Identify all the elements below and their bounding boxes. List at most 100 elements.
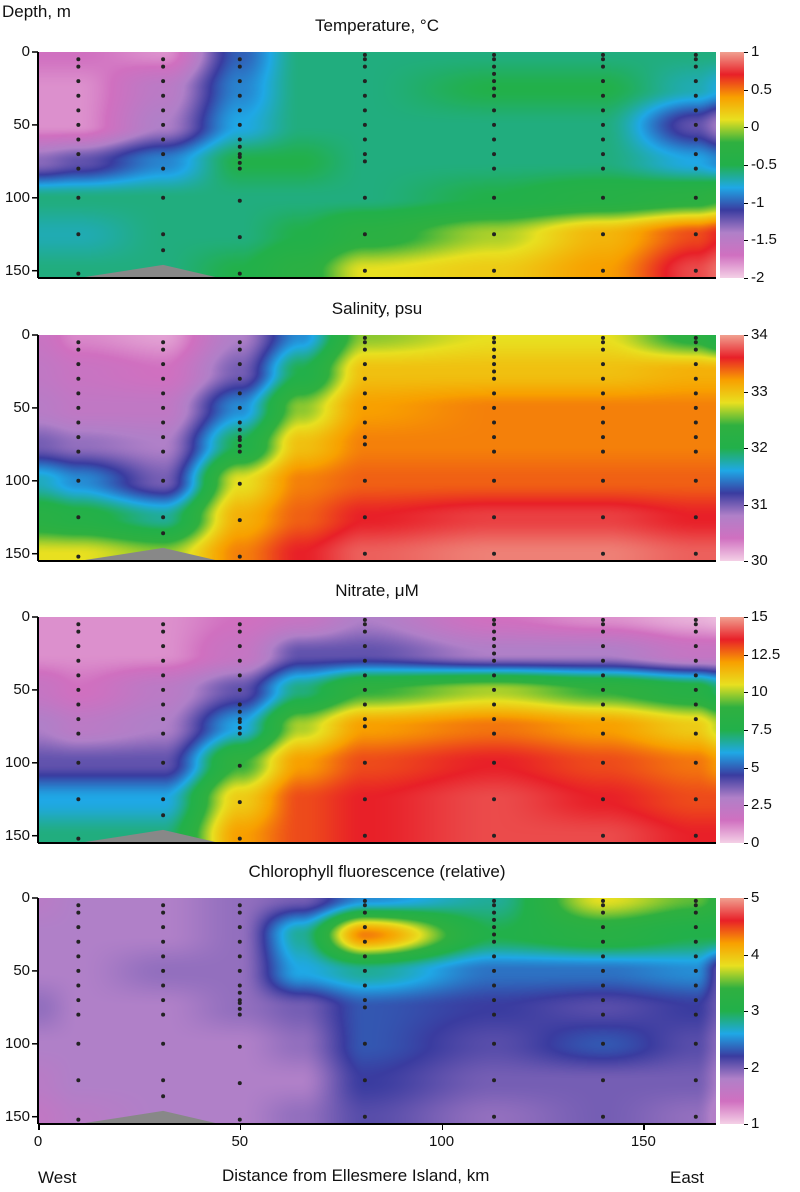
station-sample-dot <box>161 998 166 1003</box>
station-sample-dot <box>362 391 367 396</box>
station-sample-dot <box>362 998 367 1003</box>
station-sample-dot <box>601 137 605 142</box>
y-tick-label: 50 <box>13 680 30 698</box>
x-tick <box>441 1124 444 1130</box>
station-sample-dot <box>693 420 698 425</box>
station-sample-dot <box>492 515 497 520</box>
station-sample-dot <box>237 137 242 142</box>
station-sample-dot <box>237 481 242 486</box>
station-sample-dot <box>237 629 242 634</box>
station-sample-dot <box>362 376 367 381</box>
station-sample-dot <box>601 449 605 454</box>
station-sample-dot <box>76 954 81 959</box>
station-sample-dot <box>362 152 367 157</box>
station-sample-dot <box>237 673 242 678</box>
station-sample-dot <box>237 166 242 171</box>
station-sample-dot <box>76 702 81 707</box>
station-sample-dot <box>601 687 605 692</box>
station-sample-dot <box>76 1012 81 1017</box>
station-sample-dot <box>76 93 81 98</box>
station-sample-dot <box>693 998 698 1003</box>
station-sample-dot <box>76 998 81 1003</box>
station-sample-dot <box>362 340 367 345</box>
station-sample-dot <box>76 152 81 157</box>
station-sample-dot <box>237 910 242 915</box>
station-sample-dot <box>76 554 81 559</box>
station-sample-dot <box>362 478 367 483</box>
station-sample-dot <box>492 954 497 959</box>
station-sample-dot <box>76 731 81 736</box>
station-sample-dot <box>601 968 605 973</box>
station-sample-dot <box>693 702 698 707</box>
station-sample-dot <box>601 376 605 381</box>
station-sample-dot <box>693 93 698 98</box>
station-sample-dot <box>601 166 605 171</box>
colorbar-tick-label: -2 <box>751 269 765 286</box>
station-sample-dot <box>161 717 166 722</box>
station-sample-dot <box>693 760 698 765</box>
station-sample-dot <box>362 717 367 722</box>
colorbar-tick-label: 7.5 <box>751 721 772 738</box>
station-sample-dot <box>601 57 605 62</box>
station-sample-dot <box>362 687 367 692</box>
station-sample-dot <box>492 232 497 237</box>
station-sample-dot <box>492 622 497 627</box>
station-sample-dot <box>237 939 242 944</box>
panel-overlay <box>32 897 716 1125</box>
station-sample-dot <box>161 1012 166 1017</box>
station-sample-dot <box>161 983 166 988</box>
station-sample-dot <box>161 939 166 944</box>
station-sample-dot <box>492 335 497 340</box>
station-sample-dot <box>161 673 166 678</box>
station-sample-dot <box>492 968 497 973</box>
station-sample-dot <box>237 954 242 959</box>
station-sample-dot <box>161 813 166 818</box>
colorbar-tick <box>744 448 748 449</box>
station-sample-dot <box>237 983 242 988</box>
station-sample-dot <box>362 137 367 142</box>
station-sample-dot <box>237 717 242 722</box>
colorbar-tick <box>744 617 748 618</box>
station-sample-dot <box>693 954 698 959</box>
station-sample-dot <box>237 1117 242 1122</box>
station-sample-dot <box>362 57 367 62</box>
station-sample-dot <box>601 435 605 440</box>
station-sample-dot <box>601 232 605 237</box>
station-sample-dot <box>161 954 166 959</box>
station-sample-dot <box>237 420 242 425</box>
station-sample-dot <box>492 939 497 944</box>
station-sample-dot <box>362 903 367 908</box>
station-sample-dot <box>161 1094 166 1099</box>
station-sample-dot <box>362 122 367 127</box>
station-sample-dot <box>492 86 497 91</box>
station-sample-dot <box>76 347 81 352</box>
station-sample-dot <box>601 658 605 663</box>
station-sample-dot <box>237 1044 242 1049</box>
station-sample-dot <box>76 57 81 62</box>
station-sample-dot <box>237 1012 242 1017</box>
station-sample-dot <box>693 687 698 692</box>
station-sample-dot <box>237 93 242 98</box>
station-sample-dot <box>237 719 242 724</box>
station-sample-dot <box>693 405 698 410</box>
x-left-label: West <box>38 1168 77 1187</box>
station-sample-dot <box>76 340 81 345</box>
station-sample-dot <box>601 195 605 200</box>
station-sample-dot <box>76 435 81 440</box>
station-sample-dot <box>161 122 166 127</box>
station-sample-dot <box>237 198 242 203</box>
station-sample-dot <box>693 658 698 663</box>
station-sample-dot <box>601 1078 605 1083</box>
station-sample-dot <box>237 160 242 165</box>
station-sample-dot <box>362 79 367 84</box>
station-sample-dot <box>237 79 242 84</box>
station-sample-dot <box>601 954 605 959</box>
station-sample-dot <box>76 673 81 678</box>
colorbar-tick <box>744 335 748 336</box>
colorbar-tick-label: 0 <box>751 834 760 851</box>
y-tick-label: 100 <box>4 1034 30 1052</box>
colorbar-tick-label: -1 <box>751 193 765 211</box>
station-sample-dot <box>237 903 242 908</box>
station-sample-dot <box>492 57 497 62</box>
